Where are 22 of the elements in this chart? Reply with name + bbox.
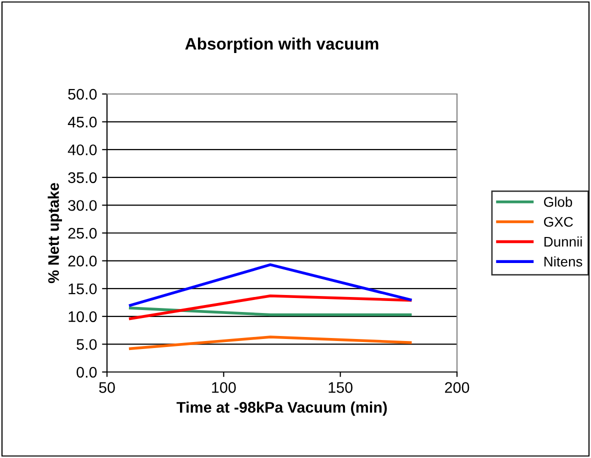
y-tick-label: 5.0: [76, 339, 97, 350]
x-tick-label: 150: [328, 382, 352, 393]
y-tick-label: 40.0: [68, 144, 97, 156]
y-tick-label: 20.0: [68, 256, 97, 266]
x-axis-title: Time at -98kPa Vacuum (min): [176, 402, 387, 416]
y-tick-label: 0.0: [76, 366, 97, 378]
y-tick-label: 50.0: [68, 88, 97, 100]
y-axis-title: % Nett uptake: [48, 183, 62, 284]
x-tick-label: 200: [445, 382, 470, 393]
y-tick-label: 45.0: [68, 116, 97, 128]
legend-label: Nitens: [544, 256, 582, 267]
legend-label: GXC: [544, 216, 573, 227]
y-tick-label: 35.0: [68, 172, 97, 184]
legend-label: Dunnii: [544, 236, 582, 247]
legend-label: Glob: [544, 196, 572, 207]
y-tick-label: 25.0: [68, 228, 97, 239]
y-tick-label: 30.0: [68, 200, 97, 211]
y-tick-label: 15.0: [68, 283, 97, 294]
chart-title: Absorption with vacuum: [185, 37, 378, 54]
x-tick-label: 100: [212, 382, 236, 393]
y-tick-label: 10.0: [68, 311, 97, 322]
x-tick-label: 50: [99, 382, 115, 393]
